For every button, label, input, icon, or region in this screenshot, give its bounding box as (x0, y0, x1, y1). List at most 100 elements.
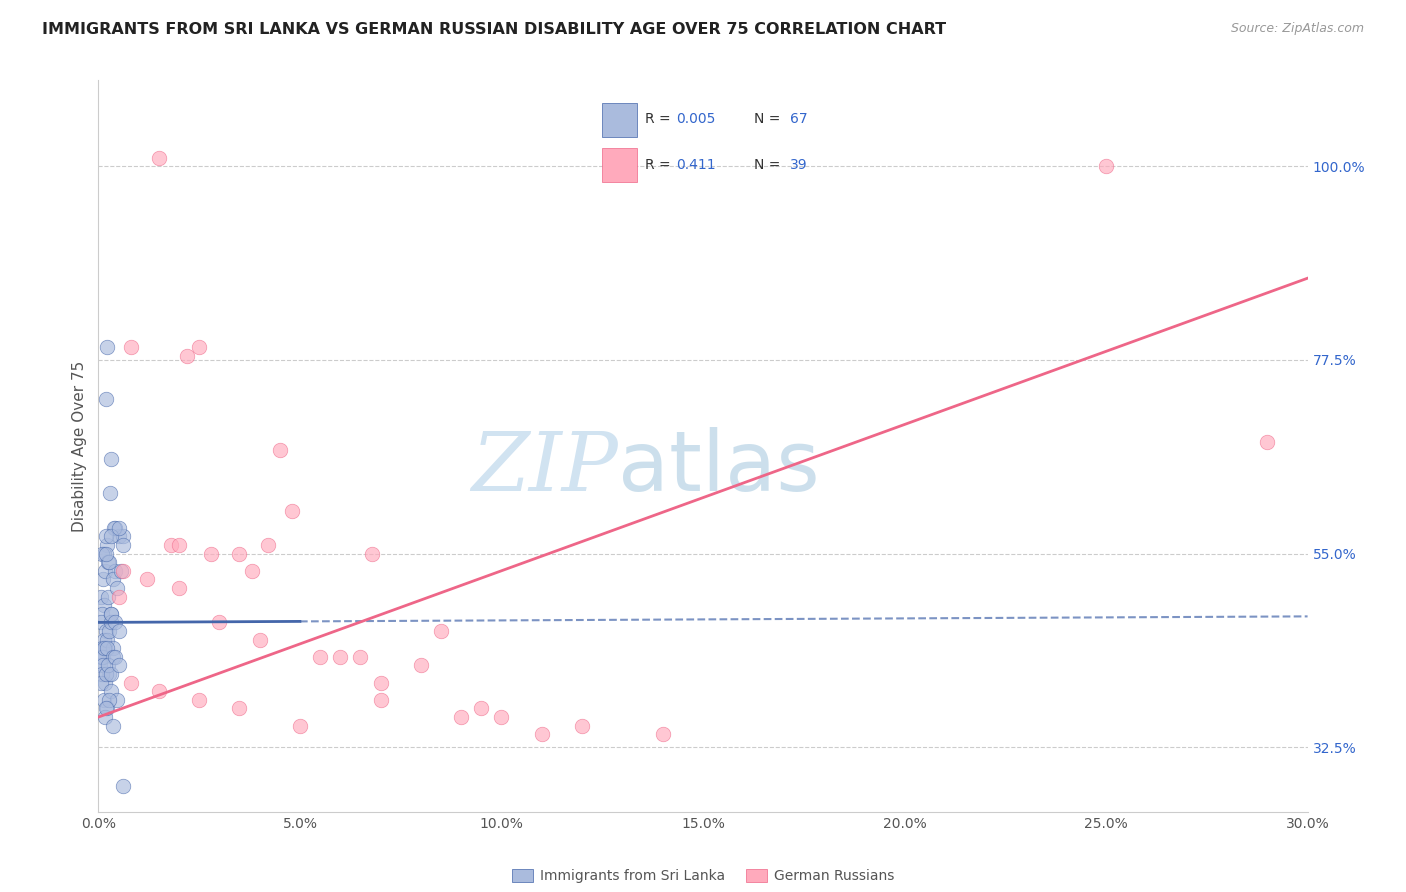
Point (90, 675, 112, 690)
Point (94, 675, 117, 690)
Point (370, 675, 392, 690)
Point (228, 701, 250, 715)
Point (349, 649, 371, 664)
Point (94, 641, 117, 656)
Point (112, 529, 135, 543)
Point (100, 607, 122, 621)
Point (103, 719, 125, 733)
Point (91, 573, 114, 587)
Point (370, 693, 392, 707)
Point (98, 693, 121, 707)
Point (94, 547, 117, 561)
Point (98, 555, 121, 569)
Point (208, 615, 231, 630)
Text: ZIP: ZIP (471, 428, 619, 508)
Point (112, 779, 135, 793)
Point (100, 451, 122, 466)
Point (269, 443, 291, 458)
Point (93, 641, 115, 656)
Point (104, 521, 127, 535)
Point (96, 701, 118, 715)
Point (98, 667, 121, 681)
Point (111, 564, 134, 578)
Point (100, 684, 122, 698)
Y-axis label: Disability Age Over 75: Disability Age Over 75 (72, 360, 87, 532)
Point (93, 632, 115, 647)
Point (94, 710, 117, 724)
Point (100, 529, 122, 543)
Point (200, 547, 222, 561)
Point (94, 624, 117, 638)
Point (110, 564, 132, 578)
Point (89, 658, 111, 673)
Point (228, 547, 250, 561)
Point (103, 521, 125, 535)
Point (94, 701, 117, 715)
Point (361, 547, 384, 561)
Point (94, 392, 117, 406)
Point (120, 340, 142, 354)
Point (571, 719, 593, 733)
Point (281, 503, 304, 517)
Point (491, 710, 513, 724)
Point (98, 486, 121, 500)
Point (470, 701, 492, 715)
Point (96, 632, 118, 647)
Point (91, 667, 114, 681)
Point (96, 641, 118, 656)
Point (112, 538, 135, 552)
Point (96, 538, 118, 552)
Point (188, 693, 211, 707)
Text: IMMIGRANTS FROM SRI LANKA VS GERMAN RUSSIAN DISABILITY AGE OVER 75 CORRELATION C: IMMIGRANTS FROM SRI LANKA VS GERMAN RUSS… (42, 22, 946, 37)
Point (107, 590, 129, 604)
Point (108, 529, 131, 543)
Point (91, 641, 114, 656)
Point (100, 615, 122, 630)
Point (98, 624, 121, 638)
Point (167, 581, 190, 595)
Point (329, 649, 352, 664)
Point (148, 151, 170, 165)
Point (96, 340, 118, 354)
Point (1095, 159, 1118, 173)
Point (176, 349, 198, 363)
Point (160, 538, 183, 552)
Point (103, 649, 125, 664)
Point (91, 649, 114, 664)
Point (103, 573, 125, 587)
Point (409, 658, 432, 673)
Point (135, 573, 157, 587)
Point (651, 727, 673, 741)
Point (249, 632, 271, 647)
Point (94, 564, 117, 578)
Point (91, 607, 114, 621)
Point (100, 667, 122, 681)
Point (90, 649, 112, 664)
Point (450, 710, 472, 724)
Point (1256, 434, 1278, 449)
Text: atlas: atlas (619, 427, 820, 508)
Point (530, 727, 553, 741)
Point (93, 598, 115, 612)
Legend: Immigrants from Sri Lanka, German Russians: Immigrants from Sri Lanka, German Russia… (506, 863, 900, 889)
Point (288, 719, 311, 733)
Point (94, 667, 117, 681)
Point (97, 590, 120, 604)
Point (104, 564, 127, 578)
Text: Source: ZipAtlas.com: Source: ZipAtlas.com (1230, 22, 1364, 36)
Point (91, 547, 114, 561)
Point (93, 693, 115, 707)
Point (90, 615, 112, 630)
Point (100, 607, 122, 621)
Point (256, 538, 278, 552)
Point (240, 564, 263, 578)
Point (93, 547, 115, 561)
Point (108, 521, 131, 535)
Point (309, 649, 332, 664)
Point (97, 658, 120, 673)
Point (105, 693, 128, 707)
Point (108, 658, 131, 673)
Point (105, 581, 128, 595)
Point (167, 538, 190, 552)
Point (120, 675, 142, 690)
